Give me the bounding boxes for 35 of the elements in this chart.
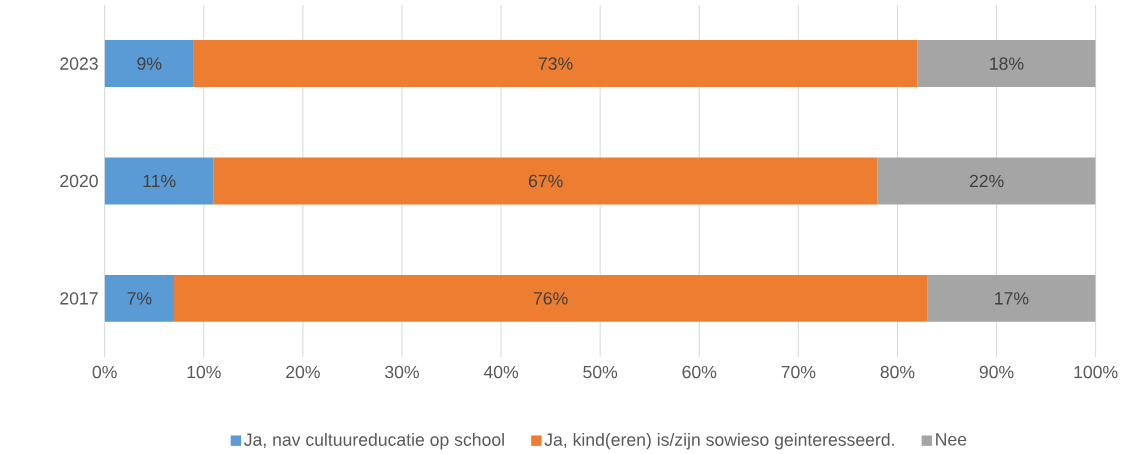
bar — [104, 275, 175, 323]
bar — [104, 40, 194, 88]
data-label: 9% — [137, 57, 162, 71]
x-tick-label: 60% — [682, 366, 717, 379]
data-label: 11% — [143, 175, 176, 188]
bar — [174, 275, 928, 323]
x-tick-label: 90% — [979, 366, 1014, 379]
x-tick-label: 40% — [483, 366, 519, 379]
x-tick-label: 70% — [781, 366, 816, 379]
bar — [927, 275, 1096, 323]
bar — [917, 40, 1096, 88]
bar — [877, 157, 1096, 205]
data-label: 17% — [995, 292, 1029, 305]
data-label: 67% — [528, 174, 563, 188]
bar — [104, 157, 214, 205]
x-tick-label: 30% — [385, 366, 419, 379]
x-tick-label: 20% — [286, 366, 320, 379]
x-tick-label: 50% — [583, 366, 618, 379]
x-tick-label: 100% — [1074, 366, 1118, 379]
bar — [213, 157, 878, 205]
data-label: 18% — [990, 57, 1024, 71]
legend-label: Ja, nav cultuureducatie op school — [244, 433, 504, 450]
data-label: 7% — [127, 292, 152, 305]
x-tick-label: 10% — [187, 366, 221, 379]
legend-label: Ja, kind(eren) is/zijn sowieso geinteresseerd. — [544, 433, 894, 450]
legend-label: Nee — [936, 433, 967, 446]
y-tick-label: 2020 — [60, 174, 98, 188]
data-label: 73% — [538, 57, 573, 71]
y-tick-label: 2017 — [60, 292, 98, 305]
data-label: 76% — [533, 292, 568, 305]
x-tick-label: 0% — [92, 366, 117, 379]
data-label: 22% — [969, 174, 1004, 188]
bar — [193, 40, 918, 88]
x-tick-label: 80% — [880, 366, 915, 379]
y-tick-label: 2023 — [60, 57, 98, 71]
